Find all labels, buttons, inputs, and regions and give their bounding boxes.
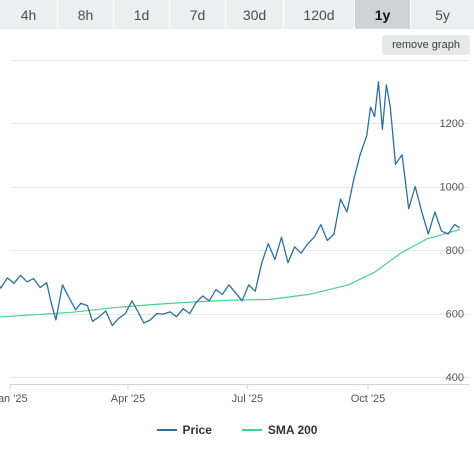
y-tick-label: 1200: [440, 118, 464, 130]
tab-5y[interactable]: 5y: [411, 0, 474, 29]
legend-label-price: Price: [182, 423, 212, 437]
tab-120d[interactable]: 120d: [284, 0, 355, 29]
legend-item-sma[interactable]: SMA 200: [241, 423, 318, 437]
x-tick-label: Oct '25: [351, 393, 386, 405]
y-tick-label: 600: [446, 309, 464, 321]
sma-swatch: [241, 429, 262, 431]
y-tick-label: 1000: [440, 182, 464, 194]
tab-1d[interactable]: 1d: [114, 0, 170, 29]
legend-item-price[interactable]: Price: [156, 423, 212, 437]
y-tick-label: 800: [446, 245, 464, 257]
x-tick-label: Jan '25: [0, 393, 28, 405]
price-chart: 400 600 800 1000 1200 Jan '25 Apr '25 Jul '25 Oc…: [0, 60, 470, 405]
remove-graph-button[interactable]: remove graph: [382, 35, 470, 55]
tab-8h[interactable]: 8h: [58, 0, 114, 29]
price-line: [0, 81, 461, 327]
tab-7d[interactable]: 7d: [170, 0, 226, 29]
tab-1y[interactable]: 1y: [355, 0, 411, 29]
price-swatch: [156, 429, 177, 431]
tab-30d[interactable]: 30d: [226, 0, 284, 29]
tab-4h[interactable]: 4h: [0, 0, 58, 29]
legend-label-sma: SMA 200: [267, 423, 318, 437]
timeframe-tabs: 4h 8h 1d 7d 30d 120d 1y 5y: [0, 0, 474, 29]
x-tick-label: Jul '25: [232, 393, 263, 405]
x-tick-label: Apr '25: [111, 393, 146, 405]
chart-legend: Price SMA 200: [0, 421, 474, 439]
y-tick-label: 400: [446, 372, 464, 384]
sma-200-line: [0, 228, 460, 318]
